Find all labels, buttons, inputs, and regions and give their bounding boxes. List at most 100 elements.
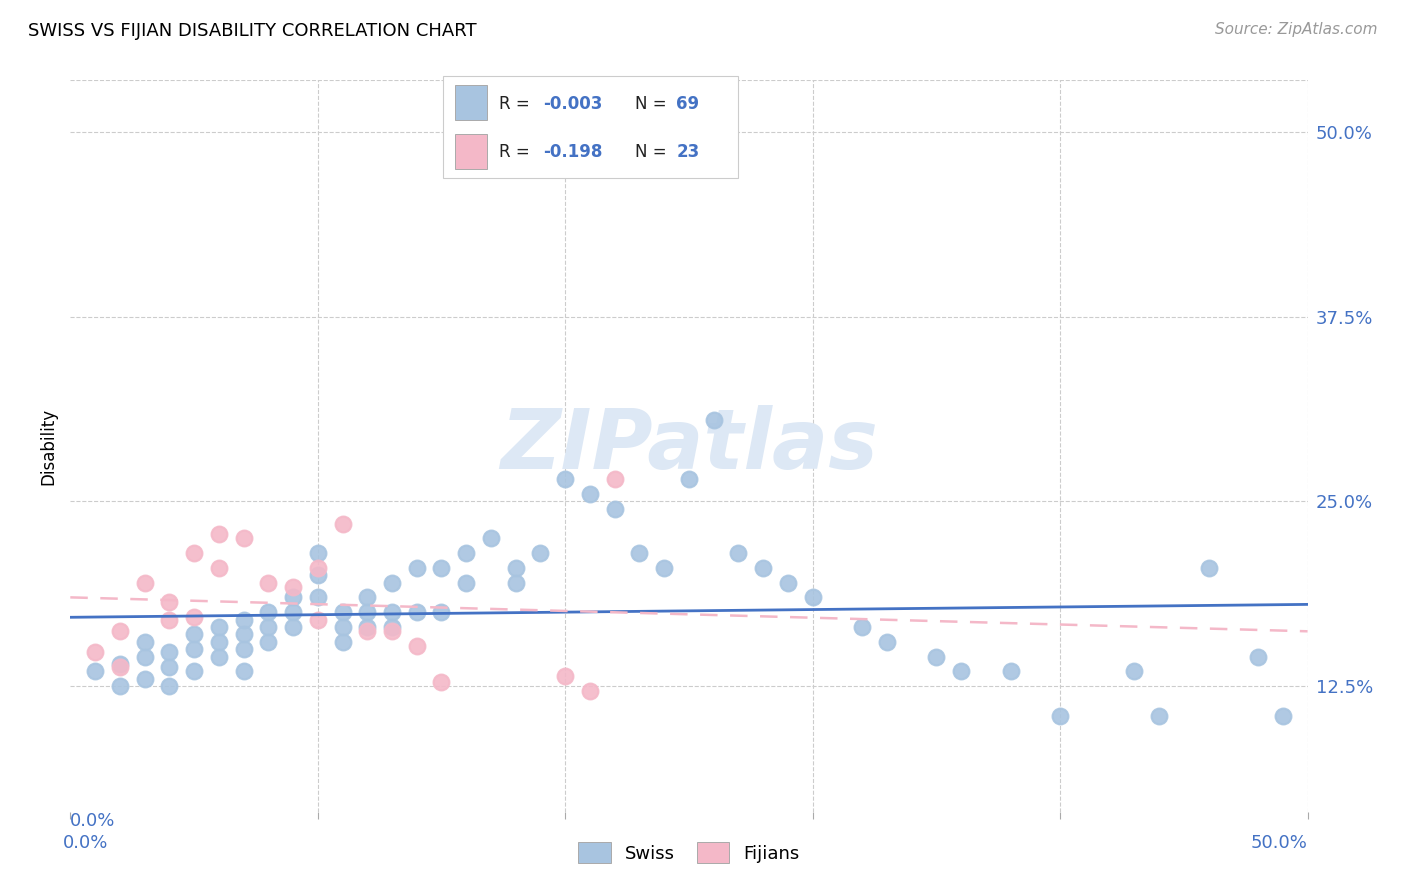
Text: 0.0%: 0.0% — [70, 812, 115, 830]
Point — [208, 527, 231, 541]
FancyBboxPatch shape — [454, 85, 486, 120]
Point — [628, 546, 651, 560]
Point — [727, 546, 749, 560]
Point — [356, 620, 378, 634]
Point — [208, 634, 231, 648]
Point — [430, 561, 453, 575]
Text: N =: N = — [636, 143, 672, 161]
Point — [554, 669, 576, 683]
Point — [505, 575, 527, 590]
Point — [430, 605, 453, 619]
Text: 50.0%: 50.0% — [1251, 834, 1308, 852]
Point — [281, 580, 304, 594]
Point — [1247, 649, 1270, 664]
Point — [579, 487, 602, 501]
Point — [356, 624, 378, 639]
Point — [851, 620, 873, 634]
Point — [257, 620, 280, 634]
Point — [108, 624, 131, 639]
Point — [157, 595, 180, 609]
Point — [134, 575, 156, 590]
Point — [603, 501, 626, 516]
Point — [307, 613, 329, 627]
Point — [84, 645, 107, 659]
Point — [876, 634, 898, 648]
Point — [1049, 708, 1071, 723]
Point — [232, 613, 254, 627]
Point — [108, 679, 131, 693]
Point — [307, 591, 329, 605]
Point — [801, 591, 824, 605]
Point — [332, 620, 354, 634]
Point — [134, 649, 156, 664]
Text: N =: N = — [636, 95, 672, 112]
Point — [752, 561, 775, 575]
Point — [183, 627, 205, 641]
Point — [456, 546, 478, 560]
Point — [208, 620, 231, 634]
Point — [456, 575, 478, 590]
Text: R =: R = — [499, 95, 536, 112]
Point — [1147, 708, 1170, 723]
Point — [208, 561, 231, 575]
Point — [381, 575, 404, 590]
Point — [332, 516, 354, 531]
Point — [108, 660, 131, 674]
Point — [652, 561, 675, 575]
Text: R =: R = — [499, 143, 540, 161]
Point — [232, 665, 254, 679]
Point — [84, 665, 107, 679]
Point — [1271, 708, 1294, 723]
Point — [430, 674, 453, 689]
Text: 69: 69 — [676, 95, 699, 112]
Point — [381, 605, 404, 619]
Point — [183, 642, 205, 657]
Point — [257, 605, 280, 619]
Text: 23: 23 — [676, 143, 699, 161]
Point — [381, 624, 404, 639]
Point — [183, 546, 205, 560]
Point — [356, 605, 378, 619]
Point — [405, 605, 427, 619]
Point — [603, 472, 626, 486]
Point — [183, 665, 205, 679]
Point — [356, 591, 378, 605]
Point — [108, 657, 131, 671]
Point — [281, 591, 304, 605]
Point — [405, 639, 427, 653]
Point — [157, 679, 180, 693]
Point — [257, 634, 280, 648]
Point — [776, 575, 799, 590]
Point — [405, 561, 427, 575]
Text: -0.198: -0.198 — [543, 143, 603, 161]
Point — [479, 532, 502, 546]
Text: 0.0%: 0.0% — [63, 834, 108, 852]
Point — [307, 561, 329, 575]
Point — [381, 620, 404, 634]
Text: Source: ZipAtlas.com: Source: ZipAtlas.com — [1215, 22, 1378, 37]
Point — [281, 605, 304, 619]
Point — [281, 620, 304, 634]
Point — [307, 568, 329, 582]
Point — [332, 634, 354, 648]
Point — [232, 642, 254, 657]
Point — [332, 605, 354, 619]
Point — [678, 472, 700, 486]
Point — [232, 627, 254, 641]
Point — [157, 645, 180, 659]
Point — [505, 561, 527, 575]
Point — [1123, 665, 1146, 679]
Point — [554, 472, 576, 486]
Text: SWISS VS FIJIAN DISABILITY CORRELATION CHART: SWISS VS FIJIAN DISABILITY CORRELATION C… — [28, 22, 477, 40]
Point — [1000, 665, 1022, 679]
Point — [157, 613, 180, 627]
Point — [579, 683, 602, 698]
Text: ZIPatlas: ZIPatlas — [501, 406, 877, 486]
Point — [1198, 561, 1220, 575]
FancyBboxPatch shape — [454, 135, 486, 169]
Point — [925, 649, 948, 664]
Point — [134, 634, 156, 648]
Point — [183, 609, 205, 624]
Point — [529, 546, 551, 560]
Point — [307, 546, 329, 560]
